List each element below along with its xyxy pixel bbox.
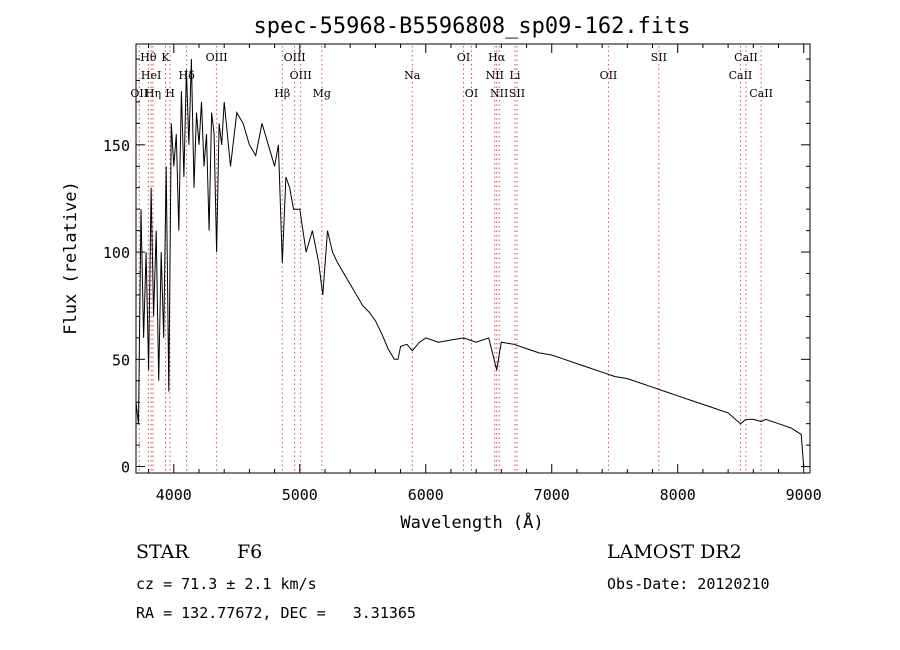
x-tick-label: 8000 (660, 486, 696, 504)
object-class: STAR (136, 541, 189, 563)
x-tick-label: 5000 (282, 486, 318, 504)
spectral-line-label: CaII (729, 69, 753, 82)
spectral-line-label: NII (490, 87, 508, 100)
x-tick-label: 9000 (786, 486, 822, 504)
spectral-line-label: OIII (284, 51, 306, 64)
spectral-line-label: OII (600, 69, 618, 82)
y-tick-label: 0 (121, 459, 130, 477)
y-tick-label: 150 (103, 137, 130, 155)
x-tick-label: 7000 (534, 486, 570, 504)
spectral-line-label: H (165, 87, 175, 100)
spectral-line-label: Hα (488, 51, 506, 64)
survey-name: LAMOST DR2 (607, 541, 742, 563)
x-axis-label: Wavelength (Å) (400, 511, 543, 533)
spectral-line-label: Hβ (274, 87, 290, 100)
spectral-line-label: CaII (749, 87, 773, 100)
plot-frame (135, 43, 811, 474)
spectral-line-label: Li (510, 69, 521, 82)
redshift-velocity: cz = 71.3 ± 2.1 km/s (136, 575, 317, 593)
spectral-line-label: K (161, 51, 170, 64)
spectral-line-label: CaII (734, 51, 758, 64)
object-subclass: F6 (237, 541, 263, 563)
spectral-line-label: OI (457, 51, 470, 64)
spectral-line-label: NII (486, 69, 504, 82)
x-tick-label: 4000 (156, 486, 192, 504)
spectral-line-label: Na (404, 69, 421, 82)
spectral-line-label: SII (509, 87, 525, 100)
spectral-line-label: OI (465, 87, 478, 100)
sky-coordinates: RA = 132.77672, DEC = 3.31365 (136, 604, 416, 622)
spectrum-series-line (135, 58, 805, 467)
y-tick-label: 100 (103, 244, 130, 262)
spectral-line-label: OIII (290, 69, 312, 82)
y-tick-label: 50 (112, 351, 130, 369)
spectral-line-label: Mg (313, 87, 331, 100)
spectral-line-label: SII (651, 51, 667, 64)
spectral-line-label: OIII (206, 51, 228, 64)
observation-date: Obs-Date: 20120210 (607, 575, 770, 593)
spectral-line-label: Hη (145, 87, 161, 100)
spectral-line-label: OII (130, 87, 148, 100)
spectral-line-label: HeI (141, 69, 161, 82)
spectral-line-label: Hθ (140, 51, 157, 64)
y-axis-label: Flux (relative) (61, 181, 81, 335)
chart-title: spec-55968-B5596808_sp09-162.fits (253, 14, 690, 39)
x-tick-label: 6000 (408, 486, 444, 504)
